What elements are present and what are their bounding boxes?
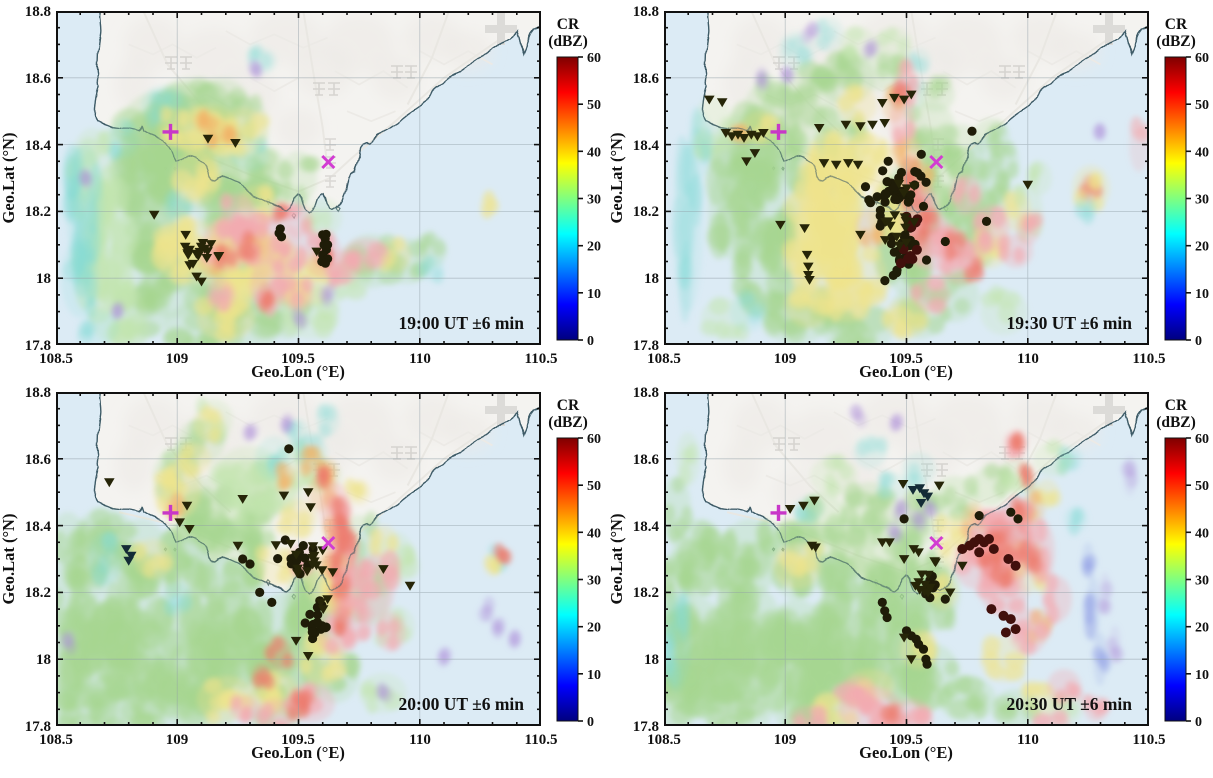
svg-text:Geo.Lon (°E): Geo.Lon (°E) [859,743,953,762]
svg-text:0: 0 [587,334,594,349]
svg-text:10: 10 [587,668,601,683]
svg-text:CR: CR [557,16,580,33]
svg-text:18.6: 18.6 [25,452,52,468]
svg-text:Geo.Lon (°E): Geo.Lon (°E) [251,362,345,381]
svg-text:109.5: 109.5 [889,732,923,748]
svg-text:18.6: 18.6 [633,452,660,468]
svg-text:18.8: 18.8 [25,385,51,401]
svg-text:110: 110 [409,732,431,748]
svg-text:108.5: 108.5 [39,732,73,748]
svg-text:109.5: 109.5 [281,732,315,748]
svg-text:109: 109 [774,351,797,367]
svg-text:10: 10 [587,287,601,302]
svg-text:19:30 UT ±6 min: 19:30 UT ±6 min [1007,313,1133,333]
svg-text:18.4: 18.4 [633,519,660,535]
svg-text:40: 40 [1195,145,1209,160]
svg-text:18.4: 18.4 [25,519,52,535]
svg-text:108.5: 108.5 [647,732,681,748]
svg-text:20:30 UT ±6 min: 20:30 UT ±6 min [1007,694,1133,714]
svg-text:110: 110 [1017,732,1039,748]
svg-text:10: 10 [1195,287,1209,302]
svg-text:40: 40 [1195,526,1209,541]
svg-text:18.4: 18.4 [633,138,660,154]
svg-text:18.4: 18.4 [25,138,52,154]
svg-text:Geo.Lon (°E): Geo.Lon (°E) [859,362,953,381]
svg-text:17.8: 17.8 [633,338,659,354]
svg-text:110.5: 110.5 [525,732,558,748]
svg-text:30: 30 [587,193,601,208]
svg-text:Geo.Lon (°E): Geo.Lon (°E) [251,743,345,762]
svg-text:60: 60 [587,51,601,66]
svg-text:CR: CR [557,397,580,414]
svg-text:(dBZ): (dBZ) [1156,33,1196,50]
svg-text:30: 30 [587,574,601,589]
svg-text:40: 40 [587,526,601,541]
svg-text:50: 50 [587,98,601,113]
svg-text:18.8: 18.8 [633,4,659,20]
svg-text:109: 109 [166,732,189,748]
svg-text:110.5: 110.5 [1133,351,1166,367]
svg-text:18.8: 18.8 [633,385,659,401]
svg-text:(dBZ): (dBZ) [548,414,588,431]
svg-text:18.2: 18.2 [633,204,659,220]
svg-text:CR: CR [1165,16,1188,33]
svg-text:50: 50 [587,479,601,494]
svg-text:30: 30 [1195,574,1209,589]
svg-text:30: 30 [1195,193,1209,208]
svg-text:20: 20 [587,240,601,255]
svg-text:Geo.Lat (°N): Geo.Lat (°N) [607,133,626,224]
svg-text:110: 110 [409,351,431,367]
svg-text:(dBZ): (dBZ) [1156,414,1196,431]
svg-text:0: 0 [1195,715,1202,730]
svg-text:110.5: 110.5 [525,351,558,367]
svg-text:60: 60 [1195,51,1209,66]
svg-text:18: 18 [644,652,659,668]
svg-text:18: 18 [36,652,51,668]
svg-text:50: 50 [1195,479,1209,494]
svg-text:Geo.Lat (°N): Geo.Lat (°N) [0,133,18,224]
svg-text:CR: CR [1165,397,1188,414]
svg-text:109: 109 [774,732,797,748]
svg-text:20:00 UT ±6 min: 20:00 UT ±6 min [399,694,525,714]
svg-text:17.8: 17.8 [633,719,659,735]
svg-text:Geo.Lat (°N): Geo.Lat (°N) [0,514,18,605]
svg-text:60: 60 [587,432,601,447]
svg-text:Geo.Lat (°N): Geo.Lat (°N) [607,514,626,605]
svg-text:19:00 UT ±6 min: 19:00 UT ±6 min [399,313,525,333]
svg-text:(dBZ): (dBZ) [548,33,588,50]
svg-text:18.6: 18.6 [25,71,52,87]
svg-text:18.2: 18.2 [25,585,51,601]
svg-text:18.8: 18.8 [25,4,51,20]
svg-text:109.5: 109.5 [281,351,315,367]
svg-text:20: 20 [1195,240,1209,255]
svg-text:110: 110 [1017,351,1039,367]
svg-text:18: 18 [644,271,659,287]
svg-text:0: 0 [587,715,594,730]
svg-text:18.2: 18.2 [633,585,659,601]
svg-text:18: 18 [36,271,51,287]
svg-text:17.8: 17.8 [25,719,51,735]
svg-text:40: 40 [587,145,601,160]
svg-text:109.5: 109.5 [889,351,923,367]
svg-text:0: 0 [1195,334,1202,349]
svg-text:108.5: 108.5 [647,351,681,367]
svg-text:18.2: 18.2 [25,204,51,220]
svg-text:20: 20 [1195,621,1209,636]
svg-text:60: 60 [1195,432,1209,447]
svg-text:50: 50 [1195,98,1209,113]
svg-text:108.5: 108.5 [39,351,73,367]
svg-text:109: 109 [166,351,189,367]
svg-text:110.5: 110.5 [1133,732,1166,748]
svg-text:17.8: 17.8 [25,338,51,354]
svg-text:10: 10 [1195,668,1209,683]
svg-text:20: 20 [587,621,601,636]
svg-text:18.6: 18.6 [633,71,660,87]
